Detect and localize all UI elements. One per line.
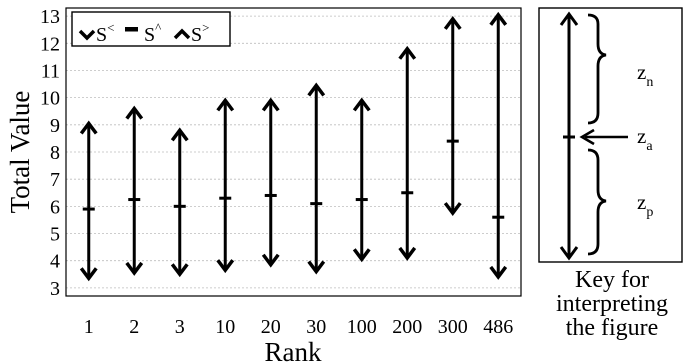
key-caption-line: the figure [565, 315, 659, 341]
min-marker [79, 267, 98, 282]
y-axis-ticks: 3 4 5 6 7 8 9 10 11 12 13 [40, 6, 60, 300]
max-marker [170, 127, 189, 142]
min-marker [170, 263, 189, 278]
x-axis-label: Rank [265, 337, 322, 364]
y-tick-label: 13 [40, 6, 60, 28]
plot-area-frame [65, 7, 522, 297]
min-marker [398, 246, 417, 261]
y-tick-label: 9 [50, 115, 60, 137]
y-tick-label: 3 [50, 278, 60, 300]
max-marker [125, 105, 144, 120]
x-tick-label: 30 [306, 316, 326, 338]
dash-marker-icon [125, 27, 138, 32]
x-axis-ticks: 1 2 3 10 20 30 100 200 300 486 [84, 316, 514, 338]
y-tick-label: 10 [40, 88, 60, 110]
x-tick-label: 3 [175, 316, 185, 338]
key-caption-line: interpreting [556, 291, 668, 317]
max-marker [261, 97, 280, 112]
key-panel: zn za zp [538, 7, 683, 263]
up-arrow-icon [173, 28, 191, 40]
key-upper-brace-icon [587, 13, 607, 125]
x-tick-label: 1 [84, 316, 94, 338]
x-tick-label: 2 [129, 316, 139, 338]
y-tick-label: 12 [40, 33, 60, 55]
legend-item-min: S< [96, 20, 114, 46]
key-label-average: za [637, 124, 653, 154]
max-marker [307, 82, 326, 97]
key-box [538, 7, 683, 263]
y-tick-label: 4 [50, 251, 60, 273]
x-tick-label: 100 [347, 316, 377, 338]
y-tick-label: 5 [50, 224, 60, 246]
x-tick-label: 200 [392, 316, 422, 338]
max-marker [352, 97, 371, 112]
legend-box [71, 11, 231, 47]
down-arrow-icon [78, 29, 96, 41]
min-marker [443, 202, 462, 217]
min-marker [489, 265, 508, 280]
min-marker [216, 259, 235, 274]
key-caption: Key for interpreting the figure [533, 268, 691, 340]
min-marker [261, 253, 280, 268]
x-tick-label: 486 [483, 316, 513, 338]
max-marker [443, 15, 462, 30]
range-markers [79, 11, 508, 282]
x-tick-label: 300 [438, 316, 468, 338]
y-axis-label: Total Value [5, 91, 35, 214]
min-marker [307, 260, 326, 275]
x-tick-label: 10 [215, 316, 235, 338]
y-tick-label: 8 [50, 142, 60, 164]
key-label-lower: zp [637, 190, 653, 220]
min-marker [352, 248, 371, 263]
max-marker [79, 120, 98, 135]
key-up-arrow-icon [559, 11, 579, 26]
y-tick-label: 11 [41, 60, 60, 82]
key-caption-line: Key for [575, 267, 649, 293]
legend-item-average: S^ [144, 20, 161, 46]
max-marker [216, 97, 235, 112]
legend-item-max: S> [191, 20, 209, 46]
x-tick-label: 20 [261, 316, 281, 338]
key-lower-brace-icon [587, 148, 607, 256]
key-label-upper: zn [637, 60, 653, 90]
legend: S< S^ S> [71, 11, 231, 47]
y-tick-label: 6 [50, 196, 60, 218]
min-marker [125, 261, 144, 276]
max-marker [398, 45, 417, 60]
y-tick-label: 7 [50, 169, 60, 191]
max-marker [489, 11, 508, 26]
key-down-arrow-icon [559, 246, 579, 261]
key-pointer-arrow-icon [579, 128, 595, 146]
